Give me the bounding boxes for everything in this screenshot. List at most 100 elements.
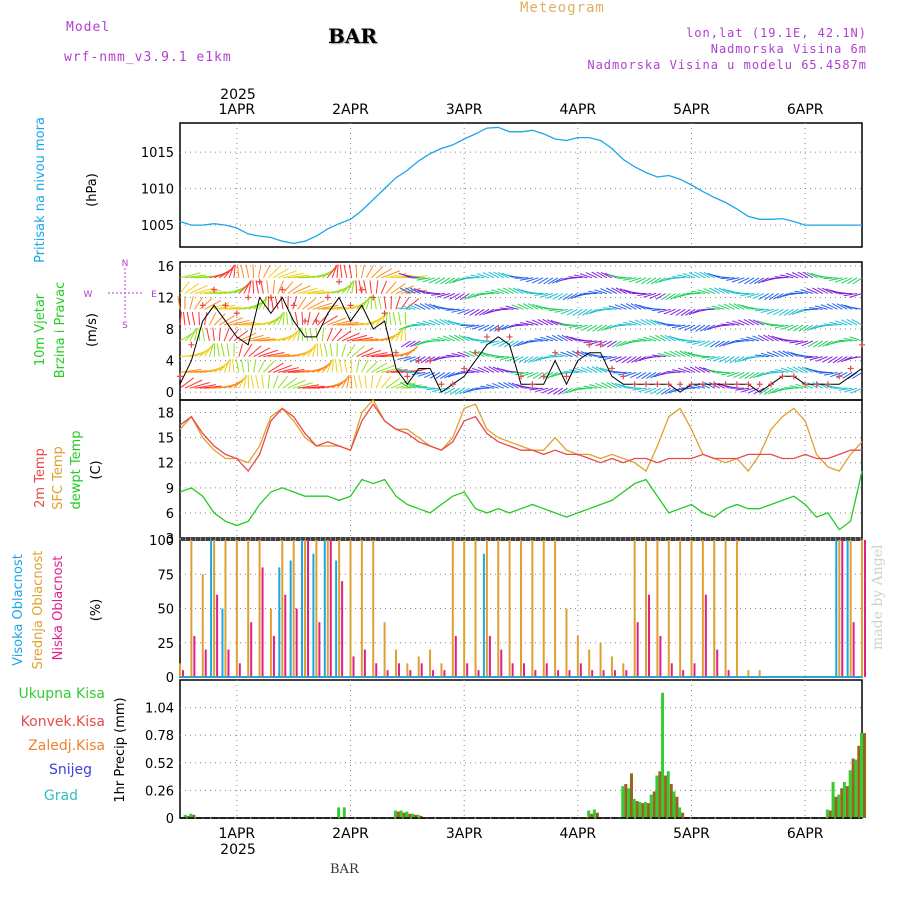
wind-barb: [235, 359, 240, 373]
gust-marker: [745, 381, 752, 388]
gust-marker: [518, 373, 524, 380]
wind-barb: [292, 382, 313, 389]
wind-barb: [424, 303, 436, 310]
wind-barb: [358, 374, 362, 389]
wind-barb: [399, 287, 411, 294]
wind-barb: [336, 264, 339, 278]
wind-barb: [601, 324, 613, 332]
wind-barb: [301, 311, 304, 326]
wind-barb: [319, 343, 323, 357]
wind-barb: [829, 277, 843, 281]
gust-marker: [358, 286, 365, 293]
wind-barb: [852, 371, 863, 379]
wind-barb: [432, 387, 446, 393]
wind-barb: [371, 353, 394, 358]
conv-precip-bar: [629, 773, 633, 818]
gust-marker: [279, 286, 286, 293]
wind-barb: [309, 327, 313, 342]
gust-marker: [347, 302, 354, 309]
wind-barb: [622, 277, 637, 281]
wind-barb: [588, 290, 603, 294]
wind-barb: [554, 352, 568, 358]
wind-barb: [431, 338, 445, 342]
wind-barb: [498, 324, 509, 332]
wind-barb: [248, 280, 252, 294]
gust-marker: [847, 365, 854, 372]
wind-barb: [317, 304, 339, 310]
wind-barb: [600, 288, 612, 294]
temp-2m-line: [179, 403, 862, 473]
wind-barb: [519, 322, 534, 326]
compass-n-label: N: [122, 259, 129, 269]
gust-marker: [199, 302, 206, 309]
wind-barb: [497, 382, 509, 389]
wind-barb: [852, 277, 863, 285]
wind-barb: [263, 352, 285, 358]
wind-barb: [458, 334, 470, 342]
wind-barb: [836, 303, 848, 310]
wind-barb: [596, 271, 608, 279]
wind-barb: [437, 336, 451, 342]
wind-barb: [766, 308, 779, 315]
wind-barb: [199, 289, 221, 294]
wind-barb: [194, 384, 216, 389]
wind-barb: [616, 340, 627, 348]
wind-barb: [848, 306, 863, 310]
wind-barb: [591, 366, 603, 373]
wind-barb: [661, 323, 676, 326]
wind-barb: [607, 340, 617, 348]
wind-barb: [488, 366, 500, 373]
wind-barb: [415, 356, 426, 364]
wind-barb: [429, 371, 441, 379]
temperature-ytick-label: 6: [166, 507, 174, 522]
wind-barb: [258, 359, 266, 373]
wind-barb: [445, 354, 460, 358]
wind-barb: [739, 371, 750, 379]
total-precip-bar: [860, 733, 863, 818]
wind-barb: [331, 359, 334, 373]
wind-barb: [637, 338, 652, 342]
wind-barb: [720, 323, 735, 326]
wind-barb: [703, 324, 716, 332]
wind-barb: [542, 318, 554, 326]
wind-barb: [390, 283, 406, 294]
wind-barb: [718, 287, 730, 294]
wind-barb: [715, 371, 730, 374]
wind-barb: [252, 264, 255, 278]
wind-barb: [769, 324, 784, 327]
wind-barb: [748, 318, 760, 326]
wind-barb: [597, 324, 608, 332]
wind-barb: [326, 359, 333, 373]
wind-barb: [343, 359, 348, 373]
wind-barb: [212, 327, 215, 341]
wind-barb: [189, 296, 194, 310]
wind-barb: [847, 277, 858, 285]
wind-barb: [591, 271, 603, 279]
wind-barb: [491, 289, 504, 294]
wind-barb: [346, 344, 356, 357]
wind-barb: [307, 291, 330, 294]
wind-barb: [208, 343, 214, 357]
gust-marker: [699, 381, 706, 388]
wind-barb: [494, 324, 505, 332]
wind-barb: [179, 281, 190, 294]
wind-barb: [307, 344, 317, 357]
gust-marker: [643, 381, 650, 388]
wind-barb: [752, 293, 765, 300]
wind-barb: [400, 327, 404, 341]
wind-barb: [630, 303, 642, 310]
conv-precip-bar: [851, 758, 855, 818]
wind-barb: [657, 352, 671, 358]
total-precip-bar: [621, 786, 625, 818]
wind-barb: [767, 334, 779, 342]
wind-barb: [390, 274, 413, 279]
wind-barb: [797, 366, 809, 373]
wind-ylabel-1: 10m Vjetar: [33, 293, 48, 366]
wind-barb: [218, 327, 221, 341]
sfc-temp-line: [179, 398, 863, 473]
sfc-temp-ylabel: SFC Temp: [51, 446, 66, 510]
wind-barb: [396, 307, 411, 310]
wind-barb: [321, 360, 333, 373]
wind-barb: [194, 327, 198, 342]
wind-barb: [700, 324, 711, 332]
